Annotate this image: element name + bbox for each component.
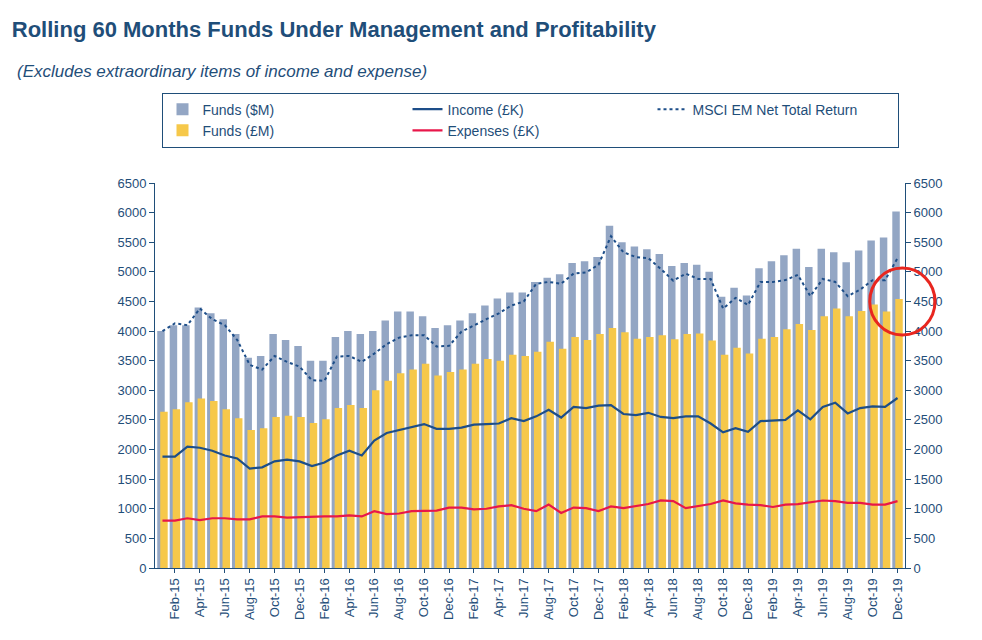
svg-text:1500: 1500 bbox=[117, 472, 146, 487]
svg-text:Income (£K): Income (£K) bbox=[448, 102, 524, 118]
svg-text:2500: 2500 bbox=[117, 412, 146, 427]
svg-text:Feb-15: Feb-15 bbox=[167, 578, 182, 619]
svg-text:Apr-18: Apr-18 bbox=[641, 578, 656, 617]
svg-text:Dec-15: Dec-15 bbox=[292, 578, 307, 620]
svg-text:Jun-19: Jun-19 bbox=[815, 578, 830, 618]
svg-text:5000: 5000 bbox=[117, 264, 146, 279]
svg-text:2000: 2000 bbox=[914, 442, 943, 457]
svg-text:1500: 1500 bbox=[914, 472, 943, 487]
svg-text:Oct-16: Oct-16 bbox=[416, 578, 431, 617]
svg-text:Aug-16: Aug-16 bbox=[391, 578, 406, 620]
svg-text:0: 0 bbox=[914, 561, 921, 576]
svg-text:500: 500 bbox=[125, 531, 147, 546]
svg-text:Apr-19: Apr-19 bbox=[790, 578, 805, 617]
svg-text:Dec-17: Dec-17 bbox=[591, 578, 606, 620]
svg-text:2000: 2000 bbox=[117, 442, 146, 457]
svg-text:Feb-16: Feb-16 bbox=[317, 578, 332, 619]
svg-text:Dec-18: Dec-18 bbox=[740, 578, 755, 620]
svg-text:Dec-16: Dec-16 bbox=[441, 578, 456, 620]
svg-text:5500: 5500 bbox=[117, 235, 146, 250]
svg-text:Dec-19: Dec-19 bbox=[890, 578, 905, 620]
svg-text:4500: 4500 bbox=[914, 294, 943, 309]
svg-text:Aug-18: Aug-18 bbox=[690, 578, 705, 620]
svg-text:Expenses (£K): Expenses (£K) bbox=[448, 123, 540, 139]
svg-text:0: 0 bbox=[139, 561, 146, 576]
svg-text:3500: 3500 bbox=[914, 353, 943, 368]
svg-text:Jun-16: Jun-16 bbox=[366, 578, 381, 618]
svg-text:Oct-19: Oct-19 bbox=[865, 578, 880, 617]
svg-text:Apr-15: Apr-15 bbox=[192, 578, 207, 617]
svg-text:6500: 6500 bbox=[914, 176, 943, 191]
svg-text:Oct-17: Oct-17 bbox=[566, 578, 581, 617]
svg-text:Feb-17: Feb-17 bbox=[466, 578, 481, 619]
svg-text:Jun-17: Jun-17 bbox=[516, 578, 531, 618]
svg-text:3500: 3500 bbox=[117, 353, 146, 368]
svg-text:4500: 4500 bbox=[117, 294, 146, 309]
svg-text:3000: 3000 bbox=[914, 383, 943, 398]
svg-text:5000: 5000 bbox=[914, 264, 943, 279]
svg-text:Funds (£M): Funds (£M) bbox=[203, 123, 275, 139]
svg-text:4000: 4000 bbox=[117, 324, 146, 339]
svg-text:MSCI EM Net Total Return: MSCI EM Net Total Return bbox=[693, 102, 858, 118]
svg-text:Aug-17: Aug-17 bbox=[541, 578, 556, 620]
svg-text:Jun-18: Jun-18 bbox=[665, 578, 680, 618]
svg-text:(Excludes extraordinary items: (Excludes extraordinary items of income … bbox=[17, 62, 427, 81]
svg-text:Aug-19: Aug-19 bbox=[840, 578, 855, 620]
svg-text:6000: 6000 bbox=[117, 205, 146, 220]
svg-text:1000: 1000 bbox=[914, 501, 943, 516]
svg-text:1000: 1000 bbox=[117, 501, 146, 516]
svg-text:Jun-15: Jun-15 bbox=[217, 578, 232, 618]
svg-text:3000: 3000 bbox=[117, 383, 146, 398]
svg-text:Apr-16: Apr-16 bbox=[342, 578, 357, 617]
svg-text:500: 500 bbox=[914, 531, 936, 546]
svg-text:2500: 2500 bbox=[914, 412, 943, 427]
svg-text:Rolling 60 Months Funds Under: Rolling 60 Months Funds Under Management… bbox=[12, 17, 657, 42]
svg-text:Funds ($M): Funds ($M) bbox=[203, 102, 275, 118]
svg-text:Feb-19: Feb-19 bbox=[765, 578, 780, 619]
svg-text:Oct-18: Oct-18 bbox=[715, 578, 730, 617]
svg-text:6500: 6500 bbox=[117, 176, 146, 191]
svg-text:4000: 4000 bbox=[914, 324, 943, 339]
svg-text:Oct-15: Oct-15 bbox=[267, 578, 282, 617]
svg-text:Aug-15: Aug-15 bbox=[242, 578, 257, 620]
svg-text:Apr-17: Apr-17 bbox=[491, 578, 506, 617]
svg-text:5500: 5500 bbox=[914, 235, 943, 250]
svg-text:Feb-18: Feb-18 bbox=[616, 578, 631, 619]
svg-text:6000: 6000 bbox=[914, 205, 943, 220]
